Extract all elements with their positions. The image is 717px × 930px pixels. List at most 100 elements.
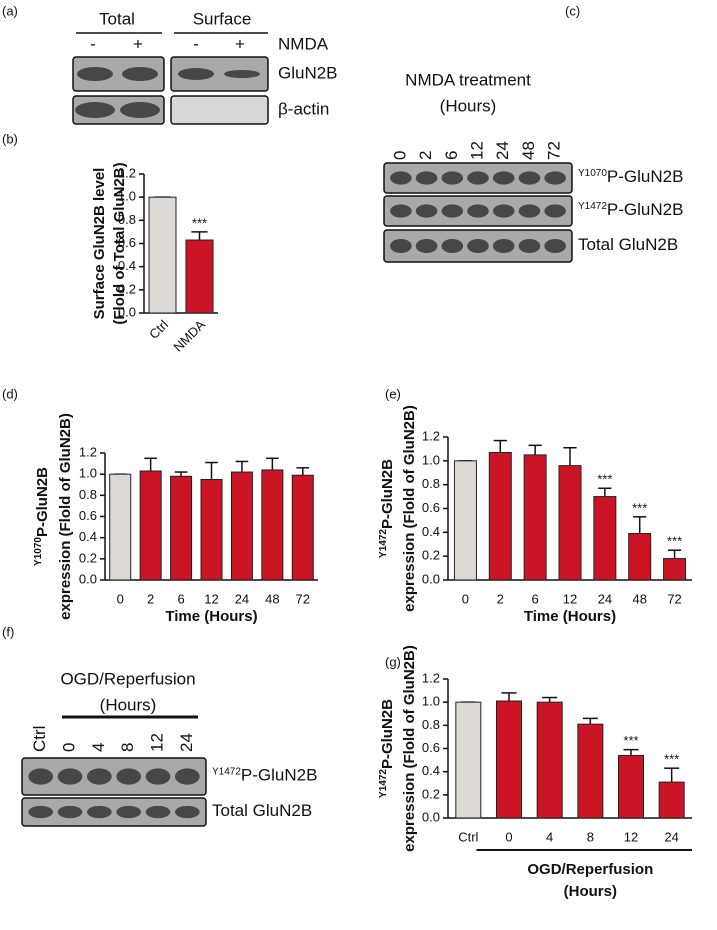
lane-label: 72 bbox=[545, 141, 564, 160]
band bbox=[467, 171, 489, 185]
band bbox=[492, 204, 515, 218]
sign: + bbox=[235, 34, 245, 53]
annotation: *** bbox=[664, 752, 679, 767]
lane-label: 12 bbox=[147, 733, 166, 752]
superscript: Y1070 bbox=[578, 168, 607, 179]
y-tick-label: 0.2 bbox=[79, 550, 97, 565]
x-tick-label: 8 bbox=[587, 829, 594, 844]
y-tick-label: 0.0 bbox=[422, 809, 440, 824]
x-tick-label: 48 bbox=[265, 591, 279, 606]
x-tick-label: Ctrl bbox=[146, 317, 171, 342]
treatment: NMDA bbox=[278, 34, 329, 53]
x-tick-label: 12 bbox=[563, 591, 577, 606]
blot bbox=[21, 797, 207, 827]
y-tick-label: 1.0 bbox=[422, 694, 440, 709]
x-tick-label: 12 bbox=[204, 591, 218, 606]
lane-label: Ctrl bbox=[30, 726, 49, 752]
y-tick-label: 0.8 bbox=[118, 212, 136, 227]
bar bbox=[577, 723, 604, 819]
bar bbox=[558, 465, 582, 581]
y-tick-label: 0.6 bbox=[79, 508, 97, 523]
band bbox=[116, 768, 141, 785]
bar bbox=[455, 701, 482, 819]
x-tick-label: Ctrl bbox=[458, 829, 478, 844]
label: P-GluN2B bbox=[379, 699, 396, 769]
y-tick-label: 0.0 bbox=[422, 571, 440, 586]
lane-label: 24 bbox=[493, 141, 512, 160]
blot-row-label: Total GluN2B bbox=[578, 235, 678, 254]
blot-title: NMDA treatment bbox=[405, 70, 531, 89]
bar bbox=[488, 451, 512, 581]
band bbox=[145, 805, 171, 819]
band bbox=[116, 805, 141, 819]
x-tick-label: 24 bbox=[664, 829, 678, 844]
band bbox=[28, 768, 53, 785]
band bbox=[492, 238, 515, 254]
label: P-GluN2B bbox=[379, 459, 396, 529]
bar bbox=[170, 475, 193, 581]
y-axis-label: expression (Flold of GluN2B) bbox=[57, 413, 74, 620]
panel-label: (a) bbox=[2, 3, 18, 18]
blot-row-label: Total GluN2B bbox=[212, 801, 312, 820]
y-tick-label: 0.8 bbox=[422, 717, 440, 732]
lane-label: 0 bbox=[390, 151, 409, 160]
blot-title: OGD/Reperfusion bbox=[60, 669, 195, 688]
bar bbox=[618, 754, 644, 819]
y-axis-label: Y1472P-GluN2B bbox=[378, 699, 396, 798]
blot-row-label: Y1472P-GluN2B bbox=[212, 766, 317, 785]
label: P-GluN2B bbox=[607, 167, 684, 186]
superscript: Y1472 bbox=[378, 769, 389, 798]
y-tick-label: 0.6 bbox=[118, 235, 136, 250]
blot bbox=[72, 56, 165, 92]
sign: + bbox=[133, 34, 143, 53]
bar bbox=[523, 454, 547, 581]
band bbox=[224, 70, 260, 78]
y-tick-label: 0.4 bbox=[422, 763, 440, 778]
band bbox=[518, 238, 541, 254]
band bbox=[544, 204, 566, 218]
x-tick-label: 2 bbox=[497, 591, 504, 606]
band bbox=[87, 768, 112, 785]
y-axis-label: Y1472P-GluN2B bbox=[378, 459, 396, 558]
y-tick-label: 0.0 bbox=[118, 304, 136, 319]
lane-label: 24 bbox=[177, 733, 196, 752]
bar bbox=[593, 496, 617, 581]
bar bbox=[628, 533, 652, 581]
x-tick-label: 2 bbox=[147, 591, 154, 606]
y-tick-label: 0.2 bbox=[422, 548, 440, 563]
y-tick-label: 0.2 bbox=[118, 281, 136, 296]
x-axis-label: Time (Hours) bbox=[165, 608, 257, 625]
y-tick-label: 1.2 bbox=[79, 444, 97, 459]
y-tick-label: 0.2 bbox=[422, 786, 440, 801]
band bbox=[145, 768, 171, 785]
y-tick-label: 0.4 bbox=[422, 524, 440, 539]
blot bbox=[170, 95, 269, 125]
x-tick-label: 0 bbox=[505, 829, 512, 844]
x-tick-label: 6 bbox=[532, 591, 539, 606]
bar bbox=[291, 474, 314, 581]
x-tick-label: NMDA bbox=[170, 317, 208, 355]
x-tick-label: 0 bbox=[462, 591, 469, 606]
x-tick-label: 24 bbox=[598, 591, 612, 606]
x-tick-label: 4 bbox=[546, 829, 553, 844]
blot-row-label: β-actin bbox=[278, 99, 329, 118]
band bbox=[75, 102, 115, 118]
blot bbox=[21, 757, 207, 796]
panel-label: (d) bbox=[2, 386, 18, 401]
band bbox=[415, 238, 438, 254]
band bbox=[441, 171, 464, 185]
x-tick-label: 72 bbox=[296, 591, 310, 606]
band bbox=[57, 805, 83, 819]
band bbox=[390, 238, 412, 254]
band bbox=[467, 204, 489, 218]
bar bbox=[261, 469, 284, 581]
annotation: *** bbox=[632, 500, 647, 515]
band bbox=[415, 204, 438, 218]
bar bbox=[230, 471, 253, 581]
superscript: Y1472 bbox=[212, 766, 241, 777]
panel-label: (c) bbox=[565, 3, 580, 18]
blot-title: (Hours) bbox=[440, 96, 497, 115]
y-tick-label: 1.2 bbox=[422, 670, 440, 685]
band bbox=[441, 204, 464, 218]
